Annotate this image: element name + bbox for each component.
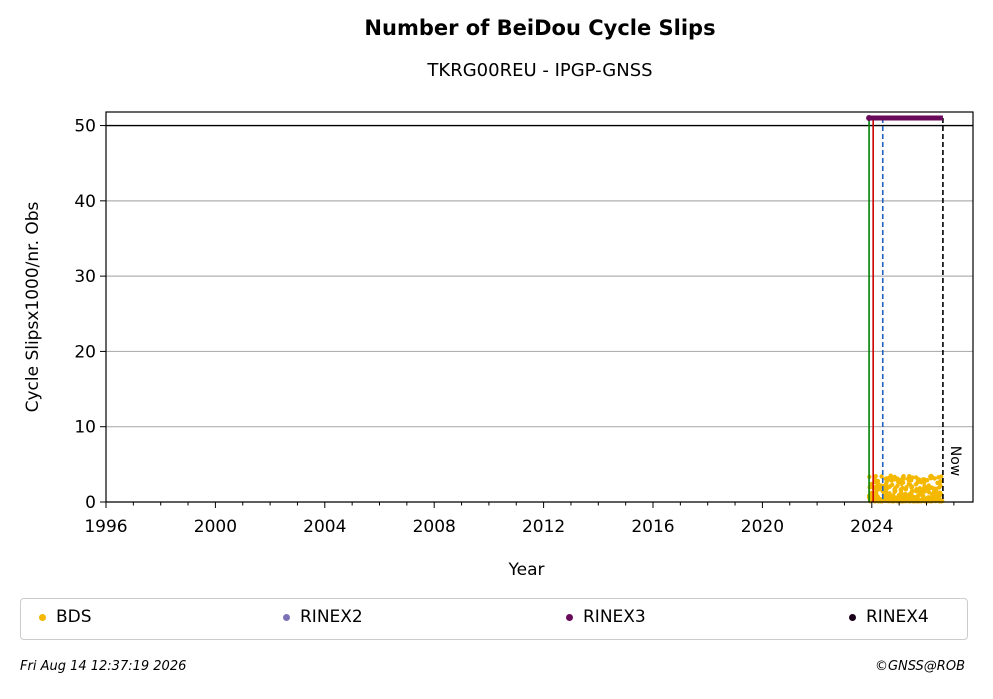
data-point-bds <box>892 474 897 480</box>
plot-frame <box>105 111 974 503</box>
x-axis-label: Year <box>508 560 545 580</box>
data-point-bds <box>909 485 914 490</box>
data-point-bds <box>912 497 918 503</box>
data-point-bds <box>939 474 944 479</box>
chart-title: Number of BeiDou Cycle Slips <box>364 16 716 40</box>
data-point-bds <box>920 487 925 492</box>
data-point-bds <box>889 482 895 488</box>
legend-item-rinex3: RINEX3 <box>566 607 646 627</box>
data-point-bds <box>928 475 934 481</box>
footer-timestamp: Fri Aug 14 12:37:19 2026 <box>20 659 187 674</box>
x-tick-label: 2000 <box>194 517 237 537</box>
legend: BDS RINEX2 RINEX3 RINEX4 <box>20 598 968 640</box>
data-point-bds <box>885 493 890 499</box>
data-point-bds <box>884 486 889 491</box>
data-point-bds <box>887 477 892 482</box>
legend-marker-rinex3 <box>566 613 573 621</box>
y-tick-label: 20 <box>74 342 96 362</box>
data-point-bds <box>901 497 906 502</box>
data-point-bds <box>914 487 919 492</box>
legend-label-rinex2: RINEX2 <box>300 607 363 627</box>
data-point-bds <box>923 485 929 491</box>
data-point-bds <box>916 477 922 482</box>
data-point-bds <box>869 491 874 497</box>
data-point-bds <box>918 492 924 497</box>
data-point-bds <box>881 490 887 495</box>
data-point-bds <box>907 493 913 498</box>
x-tick-label: 2012 <box>522 517 565 537</box>
y-tick-label: 30 <box>74 267 96 287</box>
x-tick-label: 2020 <box>741 517 784 537</box>
x-tick-label: 2008 <box>413 517 456 537</box>
x-tick-label: 2024 <box>850 517 893 537</box>
data-point-bds <box>925 499 930 504</box>
footer-credit: ©GNSS@ROB <box>874 659 965 674</box>
data-point-bds <box>873 489 879 494</box>
data-point-bds <box>895 483 900 489</box>
legend-item-rinex4: RINEX4 <box>849 607 929 627</box>
data-point-bds <box>898 487 903 492</box>
legend-marker-bds <box>39 613 46 621</box>
legend-marker-rinex2 <box>283 613 290 621</box>
data-point-bds <box>905 476 911 481</box>
y-tick-label: 0 <box>85 493 96 513</box>
data-point-bds <box>879 474 884 479</box>
legend-label-rinex3: RINEX3 <box>583 607 646 627</box>
legend-item-bds: BDS <box>39 607 92 627</box>
y-tick-label: 40 <box>74 192 96 212</box>
data-point-bds <box>873 473 878 479</box>
data-point-bds <box>937 485 942 490</box>
y-axis-label: Cycle Slipsx1000/nr. Obs <box>23 201 43 412</box>
data-point-bds <box>893 495 898 500</box>
data-point-bds <box>935 495 940 500</box>
data-point-bds <box>909 489 915 494</box>
data-point-bds <box>896 493 902 498</box>
data-point-bds <box>874 484 879 489</box>
data-point-bds <box>937 490 943 495</box>
data-point-bds <box>901 476 906 481</box>
data-point-bds <box>893 488 898 494</box>
data-point-bds <box>921 477 926 482</box>
x-tick-label: 2016 <box>631 517 674 537</box>
now-label: Now <box>947 446 963 477</box>
y-tick-label: 10 <box>74 418 96 438</box>
legend-marker-rinex4 <box>849 613 856 621</box>
data-point-bds <box>927 495 933 500</box>
x-tick-label: 1996 <box>84 517 127 537</box>
legend-item-rinex2: RINEX2 <box>283 607 363 627</box>
y-tick-label: 50 <box>74 117 96 137</box>
x-tick-label: 2004 <box>303 517 346 537</box>
data-point-bds <box>873 496 879 502</box>
data-point-bds <box>932 476 937 481</box>
rinex3-point <box>866 115 873 122</box>
data-point-bds <box>938 479 943 484</box>
data-point-bds <box>883 476 889 481</box>
legend-label-bds: BDS <box>56 607 92 627</box>
legend-label-rinex4: RINEX4 <box>866 607 929 627</box>
data-point-bds <box>888 473 894 478</box>
data-point-bds <box>904 485 909 490</box>
chart-subtitle: TKRG00REU - IPGP-GNSS <box>427 60 653 81</box>
